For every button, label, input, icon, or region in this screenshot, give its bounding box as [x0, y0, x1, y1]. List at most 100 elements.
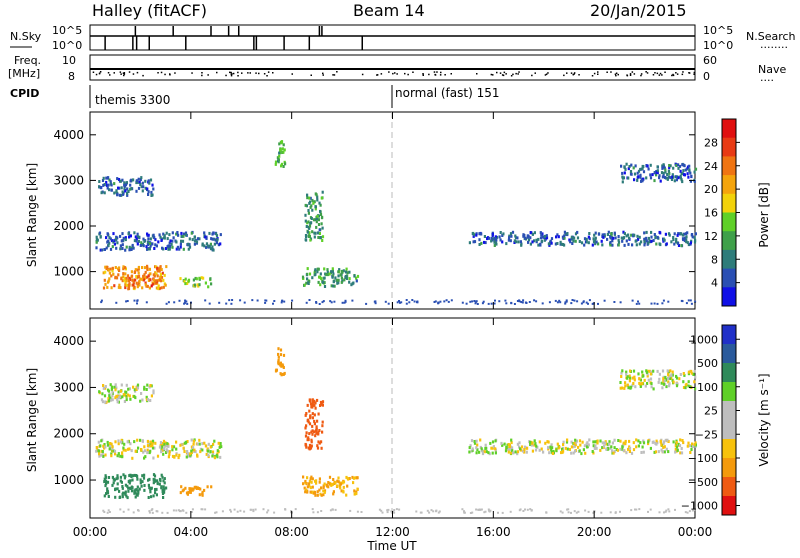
scatter-cell	[133, 271, 136, 274]
nave-dot	[267, 71, 270, 73]
scatter-cell	[689, 444, 692, 448]
scatter-cell	[121, 279, 124, 283]
nave-dot	[439, 74, 442, 76]
scatter-cell	[316, 398, 319, 402]
scatter-cell	[331, 508, 334, 511]
scatter-cell	[485, 450, 488, 454]
scatter-cell	[649, 163, 652, 167]
nave-dot	[656, 72, 659, 75]
scatter-cell	[326, 268, 329, 272]
scatter-cell	[666, 438, 669, 442]
scatter-cell	[175, 440, 178, 444]
scatter-cell	[154, 243, 157, 247]
scatter-cell	[533, 239, 536, 243]
scatter-cell	[161, 488, 164, 492]
scatter-cell	[306, 193, 309, 197]
scatter-cell	[321, 400, 325, 404]
scatter-cell	[687, 372, 690, 376]
scatter-cell	[214, 238, 217, 242]
scatter-cell	[225, 302, 228, 305]
scatter-cell	[628, 446, 632, 450]
scatter-cell	[203, 488, 206, 492]
scatter-cell	[102, 271, 105, 275]
scatter-cell	[184, 486, 187, 490]
scatter-cell	[179, 443, 182, 447]
scatter-cell	[566, 447, 569, 451]
scatter-cell	[190, 231, 193, 235]
scatter-cell	[597, 302, 599, 305]
scatter-cell	[627, 167, 630, 171]
scatter-cell	[109, 383, 112, 387]
scatter-cell	[330, 301, 333, 304]
nave-dot	[591, 75, 594, 77]
scatter-cell	[586, 445, 589, 449]
scatter-cell	[311, 398, 314, 402]
scatter-cell	[120, 440, 123, 444]
scatter-cell	[690, 174, 693, 178]
scatter-cell	[575, 511, 578, 514]
scatter-cell	[637, 300, 639, 303]
scatter-cell	[158, 287, 161, 291]
nave-dot	[123, 74, 125, 77]
scatter-cell	[146, 451, 149, 455]
scatter-cell	[677, 232, 680, 236]
scatter-cell	[207, 442, 210, 446]
scatter-cell	[563, 234, 566, 238]
scatter-cell	[471, 300, 474, 303]
scatter-cell	[106, 491, 110, 495]
scatter-cell	[320, 440, 323, 444]
scatter-cell	[632, 441, 635, 445]
scatter-cell	[114, 266, 117, 269]
scatter-cell	[146, 267, 149, 271]
scatter-cell	[161, 445, 164, 449]
scatter-cell	[511, 449, 514, 453]
scatter-cell	[189, 452, 192, 456]
scatter-cell	[172, 509, 175, 512]
nave-dot	[675, 72, 677, 74]
scatter-cell	[630, 233, 633, 237]
nave-dot	[444, 74, 446, 76]
scatter-cell	[124, 238, 127, 242]
scatter-cell	[313, 200, 316, 204]
scatter-cell	[314, 268, 317, 272]
scatter-cell	[322, 300, 325, 303]
scatter-cell	[518, 441, 521, 445]
scatter-cell	[623, 165, 626, 169]
scatter-cell	[554, 242, 557, 246]
scatter-cell	[322, 484, 325, 488]
scatter-cell	[95, 449, 98, 453]
scatter-cell	[313, 419, 316, 423]
scatter-cell	[156, 269, 160, 273]
scatter-cell	[143, 273, 146, 277]
scatter-cell	[493, 302, 496, 305]
scatter-cell	[136, 474, 139, 478]
scatter-cell	[102, 454, 105, 458]
scatter-cell	[548, 301, 551, 304]
scatter-cell	[478, 243, 481, 246]
scatter-cell	[588, 438, 591, 442]
scatter-cell	[521, 301, 524, 304]
scatter-cell	[115, 477, 118, 481]
scatter-cell	[106, 511, 109, 514]
scatter-cell	[141, 181, 144, 185]
nave-dot	[629, 73, 632, 75]
scatter-cell	[528, 301, 531, 303]
x-tick-label: 00:00	[678, 525, 713, 539]
scatter-cell	[215, 511, 218, 514]
scatter-cell	[141, 480, 144, 484]
scatter-cell	[334, 276, 337, 280]
scatter-cell	[106, 440, 109, 444]
scatter-cell	[136, 235, 139, 239]
scatter-cell	[658, 176, 661, 180]
nave-dot	[123, 72, 126, 74]
scatter-cell	[163, 487, 166, 491]
scatter-cell	[672, 440, 675, 444]
scatter-cell	[192, 278, 195, 282]
scatter-cell	[463, 511, 466, 514]
scatter-cell	[578, 439, 582, 443]
scatter-cell	[97, 449, 100, 453]
scatter-cell	[127, 284, 130, 288]
scatter-cell	[153, 446, 156, 450]
scatter-cell	[158, 482, 161, 486]
